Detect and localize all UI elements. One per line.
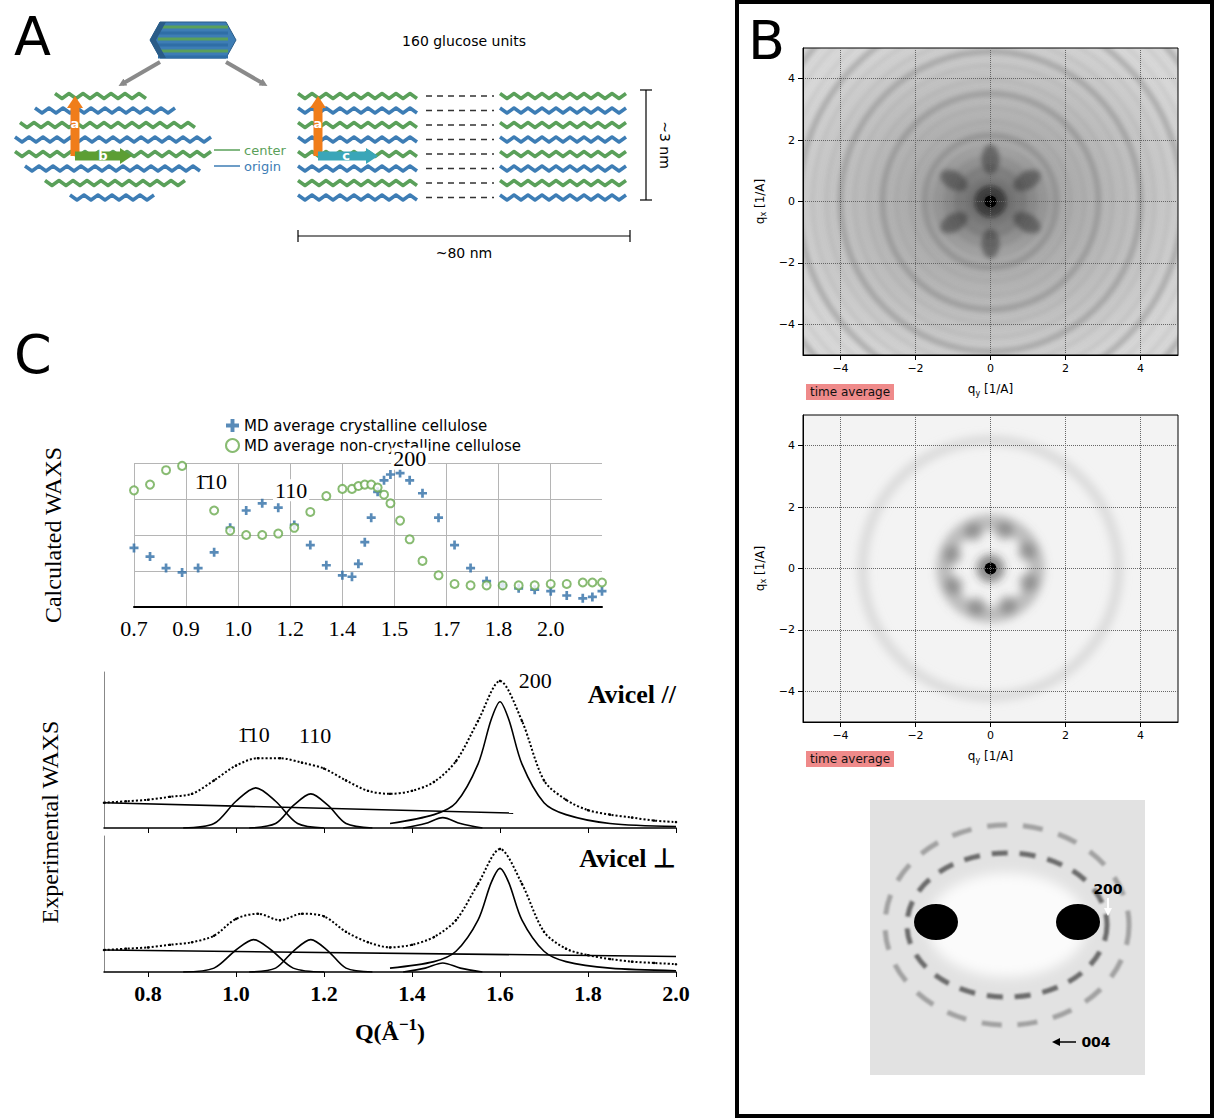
svg-text:2.0: 2.0 (662, 981, 690, 1006)
svg-text:y: y (975, 755, 981, 765)
svg-text:0.8: 0.8 (134, 981, 162, 1006)
svg-text:0.7: 0.7 (120, 616, 148, 641)
html-text:C: C (14, 323, 52, 386)
svg-text:0: 0 (788, 195, 795, 208)
html-text:A: A (14, 5, 51, 68)
svg-text:2: 2 (788, 134, 795, 147)
svg-text:1.4: 1.4 (329, 616, 357, 641)
svg-text:~80 nm: ~80 nm (436, 245, 493, 261)
svg-text:−2: −2 (907, 729, 923, 742)
svg-text:): ) (417, 1019, 425, 1045)
svg-text:200: 200 (393, 446, 426, 471)
svg-text:a: a (314, 116, 323, 131)
svg-text:x: x (759, 578, 769, 584)
svg-text:MD average non-crystalline cel: MD average non-crystalline cellulose (244, 437, 521, 455)
svg-text:[1/A]: [1/A] (980, 749, 1013, 763)
svg-text:c: c (342, 148, 350, 163)
svg-text:1.0: 1.0 (224, 616, 252, 641)
svg-text:4: 4 (1137, 729, 1144, 742)
svg-text:q: q (968, 749, 976, 763)
svg-text:Avicel ⊥: Avicel ⊥ (579, 844, 676, 873)
svg-text:004: 004 (1081, 1034, 1110, 1050)
svg-text:1.8: 1.8 (574, 981, 602, 1006)
svg-text:Experimental WAXS: Experimental WAXS (37, 721, 63, 924)
svg-text:−4: −4 (832, 362, 848, 375)
html-text:B: B (748, 9, 785, 72)
svg-text:200: 200 (1093, 881, 1122, 897)
svg-text:MD average crystalline cellulo: MD average crystalline cellulose (244, 417, 487, 435)
svg-text:110: 110 (275, 478, 307, 503)
svg-text:[1/A]: [1/A] (753, 546, 767, 579)
svg-text:−4: −4 (779, 318, 795, 331)
svg-text:b: b (98, 148, 107, 163)
svg-text:a: a (71, 116, 80, 131)
svg-text:−2: −2 (779, 623, 795, 636)
svg-text:2.0: 2.0 (537, 616, 565, 641)
svg-text:1.8: 1.8 (485, 616, 513, 641)
svg-text:~3 nm: ~3 nm (657, 121, 673, 169)
svg-text:160 glucose units: 160 glucose units (402, 33, 526, 49)
svg-text:2: 2 (1062, 729, 1069, 742)
svg-text:−2: −2 (779, 256, 795, 269)
svg-text:1̄10: 1̄10 (238, 722, 270, 747)
svg-text:−1: −1 (399, 1015, 417, 1034)
svg-text:0: 0 (987, 362, 994, 375)
svg-text:4: 4 (1137, 362, 1144, 375)
svg-text:200: 200 (519, 668, 552, 693)
svg-text:0.9: 0.9 (172, 616, 200, 641)
svg-text:0: 0 (788, 562, 795, 575)
svg-text:110: 110 (299, 723, 331, 748)
svg-text:1.0: 1.0 (222, 981, 250, 1006)
svg-text:1.2: 1.2 (277, 616, 305, 641)
svg-text:2: 2 (1062, 362, 1069, 375)
svg-text:[1/A]: [1/A] (753, 179, 767, 212)
svg-text:q: q (753, 584, 767, 592)
svg-text:1.2: 1.2 (310, 981, 338, 1006)
svg-text:4: 4 (788, 439, 795, 452)
svg-text:q: q (968, 382, 976, 396)
svg-text:Q(Å: Q(Å (355, 1019, 400, 1045)
html-text:time average: time average (810, 752, 891, 766)
svg-text:−4: −4 (832, 729, 848, 742)
svg-text:origin: origin (244, 159, 281, 174)
svg-text:[1/A]: [1/A] (980, 382, 1013, 396)
svg-text:1.7: 1.7 (433, 616, 461, 641)
svg-text:1.6: 1.6 (486, 981, 514, 1006)
svg-text:1.4: 1.4 (398, 981, 426, 1006)
svg-text:−4: −4 (779, 685, 795, 698)
svg-text:0: 0 (987, 729, 994, 742)
svg-text:1̄10: 1̄10 (195, 469, 227, 494)
html-text:time average: time average (810, 385, 891, 399)
svg-text:Avicel //: Avicel // (588, 680, 677, 709)
svg-text:q: q (753, 217, 767, 225)
svg-text:y: y (975, 388, 981, 398)
svg-text:1.5: 1.5 (381, 616, 409, 641)
svg-text:center: center (244, 143, 286, 158)
svg-text:4: 4 (788, 72, 795, 85)
svg-text:x: x (759, 211, 769, 217)
svg-text:2: 2 (788, 501, 795, 514)
svg-text:Calculated WAXS: Calculated WAXS (40, 447, 66, 623)
svg-text:−2: −2 (907, 362, 923, 375)
